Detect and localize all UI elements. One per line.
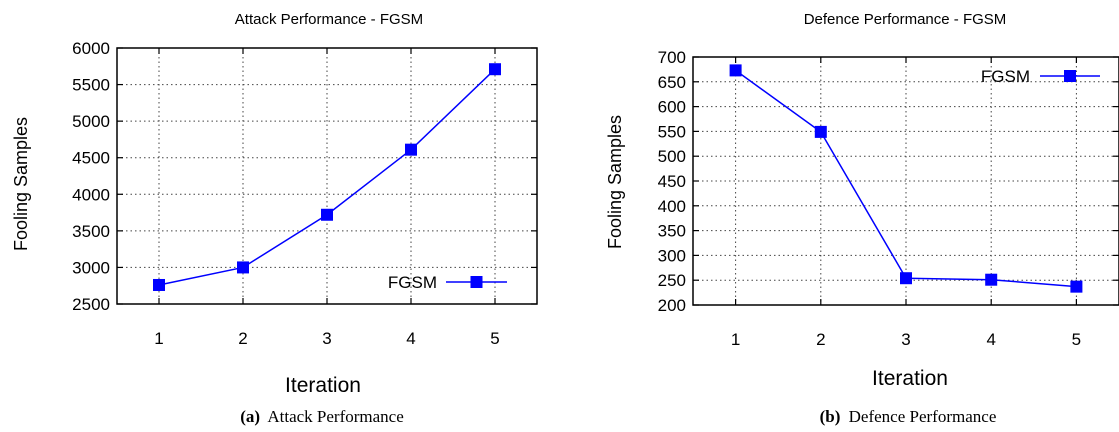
x-tick-label: 1 [154,329,163,348]
x-tick-label: 2 [238,329,247,348]
y-tick-label: 2500 [72,295,110,314]
y-tick-label: 450 [658,172,686,191]
x-axis-label: Iteration [285,374,361,397]
y-axis-label: Fooling Samples [11,117,31,251]
y-tick-label: 700 [658,48,686,67]
data-point-marker [153,278,165,291]
attack-performance-chart: Attack Performance - FGSM 2500 3000 3500 40… [11,11,538,426]
y-tick-label: 4500 [72,149,110,168]
series-line [158,68,496,286]
y-tick-label: 250 [658,271,686,290]
x-tick-label: 4 [406,329,415,348]
y-axis-ticks: 200 250 300 350 400 450 500 550 600 650 700 [658,48,1119,315]
legend: FGSM [388,273,507,292]
y-tick-label: 400 [658,197,686,216]
caption-tag: (a) [240,407,260,426]
y-tick-label: 5000 [72,112,110,131]
x-tick-label: 5 [1072,330,1081,349]
y-tick-label: 500 [658,147,686,166]
series-fgsm [153,63,501,291]
x-tick-label: 3 [322,329,331,348]
defence-performance-chart: Defence Performance - FGSM 200 250 300 350 4… [605,11,1119,426]
y-axis-ticks: 2500 3000 3500 4000 4500 5000 5500 6000 [72,39,537,314]
y-tick-label: 350 [658,222,686,241]
x-tick-label: 1 [731,330,740,349]
data-point-marker [1070,280,1083,293]
figure-caption: (a) Attack Performance [240,407,404,426]
legend-label: FGSM [388,273,437,292]
chart-title: Attack Performance - FGSM [235,11,423,28]
y-tick-label: 200 [658,296,686,315]
y-tick-label: 600 [658,98,686,117]
y-tick-label: 4000 [72,185,110,204]
figure-caption: (b) Defence Performance [820,407,997,426]
y-axis-label: Fooling Samples [605,115,625,249]
y-tick-label: 3000 [72,258,110,277]
grid-lines [117,47,537,305]
y-tick-label: 3500 [72,222,110,241]
y-tick-label: 550 [658,122,686,141]
x-tick-label: 2 [816,330,825,349]
y-tick-label: 300 [658,246,686,265]
series-fgsm [729,64,1083,293]
x-axis-ticks: 1 2 3 4 5 [154,48,500,348]
x-tick-label: 3 [901,330,910,349]
data-point-marker [321,208,333,221]
legend-marker [1064,70,1076,82]
caption-tag: (b) [820,407,841,426]
data-point-marker [237,261,249,274]
data-point-marker [985,273,998,286]
legend-marker [470,276,483,288]
x-tick-label: 4 [986,330,995,349]
chart-title: Defence Performance - FGSM [804,11,1007,28]
data-point-marker [405,143,417,156]
y-tick-label: 6000 [72,39,110,58]
data-point-marker [489,63,501,76]
data-point-marker [814,125,827,138]
x-axis-ticks: 1 2 3 4 5 [731,57,1081,349]
x-tick-label: 5 [490,329,499,348]
plot-frame [116,47,538,305]
caption-text: Attack Performance [267,407,403,426]
caption-text: Defence Performance [849,407,997,426]
grid-lines [693,56,1119,306]
legend-label: FGSM [981,67,1030,86]
y-tick-label: 650 [658,73,686,92]
x-axis-label: Iteration [872,367,948,390]
legend: FGSM [981,67,1100,86]
data-point-marker [729,64,742,77]
y-tick-label: 5500 [72,76,110,95]
data-point-marker [900,272,912,285]
